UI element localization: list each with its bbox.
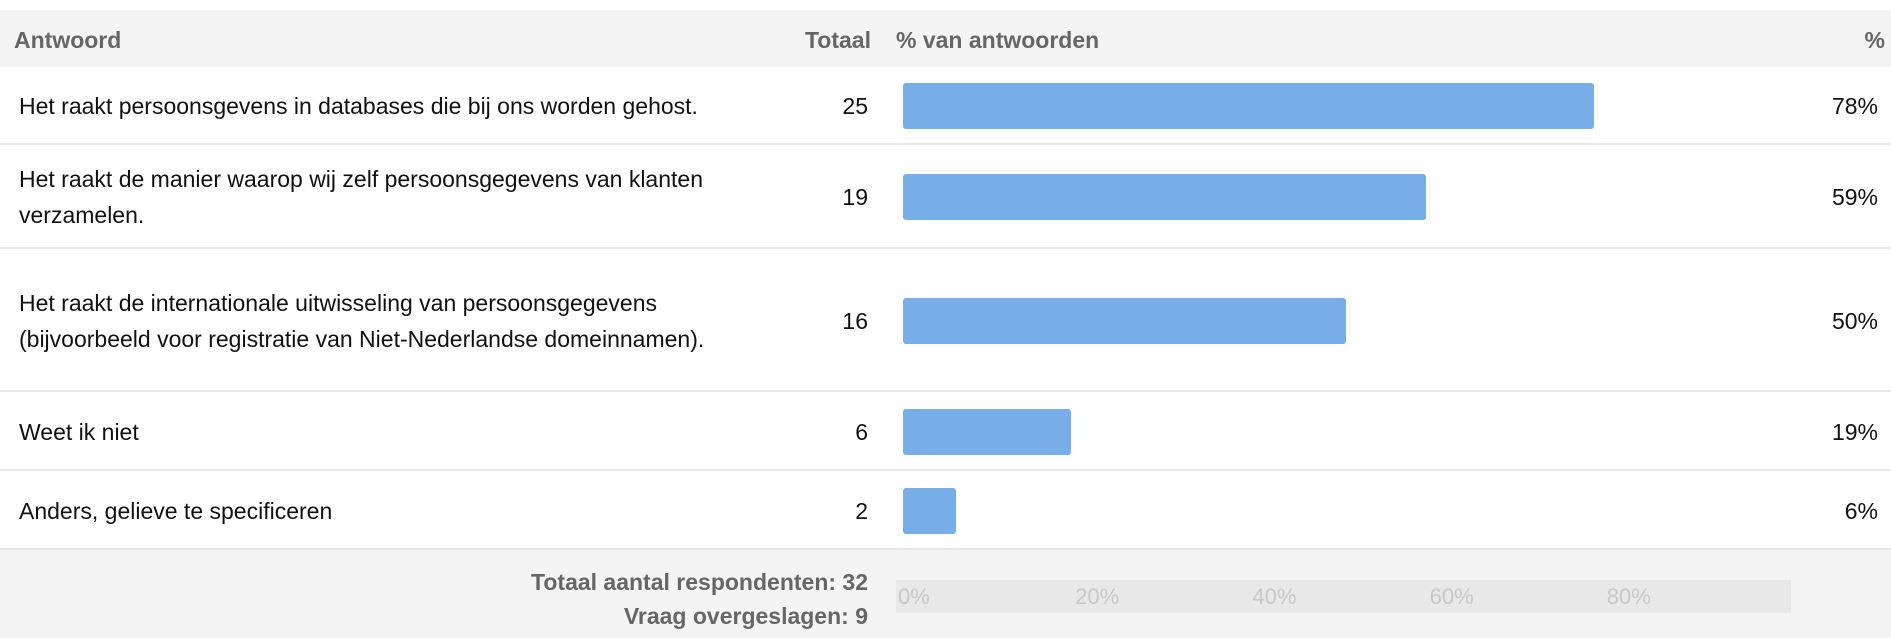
count: 25 bbox=[842, 93, 868, 119]
axis-strip bbox=[896, 580, 1791, 613]
percent-label: 78% bbox=[1831, 93, 1878, 119]
table-row bbox=[0, 145, 1891, 249]
percent-label: 6% bbox=[1844, 497, 1878, 524]
percent-label: 19% bbox=[1831, 418, 1878, 445]
percent-label: 59% bbox=[1831, 184, 1878, 210]
table-row bbox=[0, 249, 1891, 392]
x-tick-label: 60% bbox=[1429, 584, 1474, 609]
bar bbox=[903, 408, 1072, 455]
x-tick-label: 20% bbox=[1075, 584, 1120, 609]
skipped: Vraag overgeslagen: 9 bbox=[623, 603, 868, 629]
percent-label: 50% bbox=[1831, 307, 1878, 334]
answer: Het raakt persoonsgevens in databases di… bbox=[19, 93, 698, 119]
respondents: Totaal aantal respondenten: 32 bbox=[531, 569, 868, 595]
count: 2 bbox=[855, 497, 868, 524]
bar bbox=[903, 487, 957, 534]
header-row bbox=[0, 10, 1891, 67]
column-header: % van antwoorden bbox=[896, 27, 1100, 53]
column-header: Totaal bbox=[804, 27, 871, 53]
answer: Weet ik niet bbox=[19, 418, 139, 445]
answer: Het raakt de manier waarop wij zelf pers… bbox=[19, 166, 703, 228]
bar bbox=[903, 297, 1346, 344]
table-row bbox=[0, 392, 1891, 471]
x-tick-label: 80% bbox=[1606, 584, 1651, 609]
bar bbox=[903, 83, 1595, 129]
count: 16 bbox=[842, 307, 868, 334]
bar bbox=[903, 174, 1426, 220]
column-header: % bbox=[1864, 27, 1885, 53]
answer: Het raakt de internationale uitwisseling… bbox=[19, 289, 705, 352]
x-tick-label: 40% bbox=[1252, 584, 1297, 609]
table-row bbox=[0, 67, 1891, 145]
answer: Anders, gelieve te specificeren bbox=[19, 497, 333, 524]
column-header: Antwoord bbox=[14, 27, 122, 53]
count: 19 bbox=[842, 184, 868, 210]
count: 6 bbox=[855, 418, 868, 445]
table-row bbox=[0, 471, 1891, 550]
x-tick-label: 0% bbox=[898, 584, 930, 609]
